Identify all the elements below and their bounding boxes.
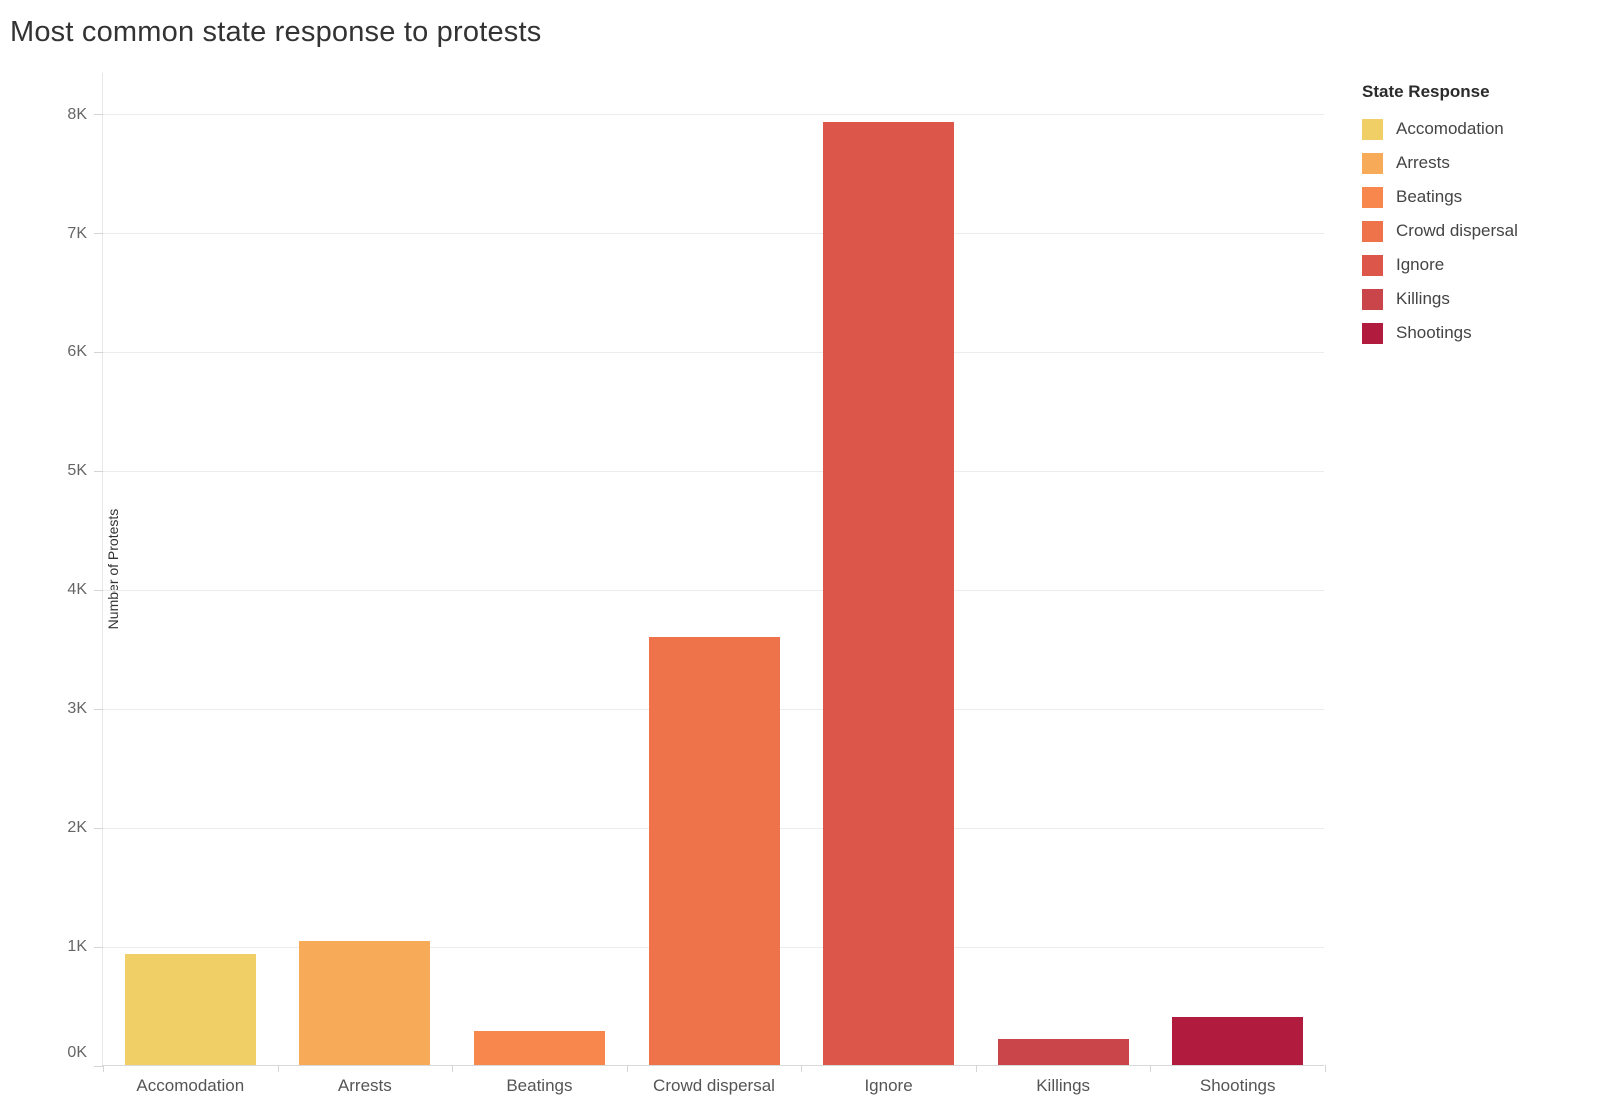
legend-item-label: Ignore [1396, 255, 1445, 274]
y-tick-mark-2K [94, 827, 103, 829]
x-category-label-killings[interactable]: Killings [1036, 1076, 1091, 1095]
y-tick-mark-8K [94, 114, 103, 116]
x-category-label-accomodation[interactable]: Accomodation [136, 1076, 245, 1095]
y-tick-mark-3K [94, 708, 103, 710]
chart-title: Most common state response to protests [10, 16, 542, 48]
gridline-5K [103, 470, 1324, 472]
legend-item-label: Beatings [1396, 187, 1463, 206]
x-tick-mark [1325, 1065, 1326, 1072]
x-tick-mark [278, 1065, 279, 1072]
x-category-label-crowd-dispersal[interactable]: Crowd dispersal [653, 1076, 775, 1095]
y-tick-mark-7K [94, 233, 103, 235]
bar-ignore[interactable] [823, 122, 954, 1065]
y-tick-label-8K: 8K [67, 105, 87, 123]
legend-item-label: Killings [1396, 289, 1450, 308]
bar-beatings[interactable] [474, 1031, 605, 1065]
y-axis-title: Number of Protests [105, 508, 121, 630]
legend-swatch-icon [1362, 118, 1383, 140]
x-tick-mark [452, 1065, 453, 1072]
legend-items: Accomodation Arrests Beatings Crowd dispers… [1362, 112, 1592, 350]
legend-swatch-icon [1362, 152, 1383, 174]
legend-item-label: Accomodation [1396, 119, 1504, 138]
y-tick-label-7K: 7K [67, 224, 87, 242]
legend-item-label: Crowd dispersal [1396, 221, 1518, 240]
y-tick-label-3K: 3K [67, 700, 87, 718]
plot-area: Number of Protests 0K 1K 2K 3K 4K 5K 6K 7K 8K Acc… [67, 73, 1326, 1095]
legend-swatch-icon [1362, 254, 1383, 276]
bar-accomodation[interactable] [125, 954, 256, 1065]
gridline-8K [103, 114, 1324, 116]
legend-item-shootings[interactable]: Shootings [1362, 316, 1592, 350]
legend-item-label: Shootings [1396, 323, 1472, 342]
legend-item-crowd-dispersal[interactable]: Crowd dispersal [1362, 214, 1592, 248]
y-tick-mark-6K [94, 351, 103, 353]
legend-swatch-icon [1362, 186, 1383, 208]
x-tick-mark [103, 1065, 104, 1072]
legend-item-label: Arrests [1396, 153, 1450, 172]
x-tick-mark [976, 1065, 977, 1072]
x-tick-mark [627, 1065, 628, 1072]
x-category-label-shootings[interactable]: Shootings [1199, 1076, 1276, 1095]
bar-killings[interactable] [998, 1039, 1129, 1065]
legend-item-beatings[interactable]: Beatings [1362, 180, 1592, 214]
x-category-label-ignore[interactable]: Ignore [864, 1076, 913, 1095]
y-tick-label-6K: 6K [67, 343, 87, 361]
y-tick-mark-1K [94, 946, 103, 948]
x-tick-mark [1150, 1065, 1151, 1072]
y-tick-label-0K: 0K [67, 1044, 87, 1061]
legend-title: State Response [1362, 82, 1490, 101]
legend-item-ignore[interactable]: Ignore [1362, 248, 1592, 282]
y-tick-label-5K: 5K [67, 462, 87, 480]
y-tick-mark-5K [94, 470, 103, 472]
x-tick-mark [801, 1065, 802, 1072]
y-tick-mark-4K [94, 589, 103, 591]
legend: State Response Accomodation Arrests Beatin… [1362, 82, 1592, 350]
y-tick-label-1K: 1K [67, 938, 87, 956]
bar-arrests[interactable] [299, 941, 430, 1065]
legend-swatch-icon [1362, 288, 1383, 310]
gridline-6K [103, 351, 1324, 353]
gridline-4K [103, 589, 1324, 591]
bar-shootings[interactable] [1172, 1017, 1303, 1065]
legend-swatch-icon [1362, 220, 1383, 242]
x-category-label-arrests[interactable]: Arrests [337, 1076, 392, 1095]
bar-crowd-dispersal[interactable] [649, 637, 780, 1065]
legend-swatch-icon [1362, 322, 1383, 344]
gridline-7K [103, 233, 1324, 235]
legend-item-accomodation[interactable]: Accomodation [1362, 112, 1592, 146]
y-tick-mark-0K [94, 1065, 103, 1067]
legend-item-killings[interactable]: Killings [1362, 282, 1592, 316]
legend-item-arrests[interactable]: Arrests [1362, 146, 1592, 180]
y-tick-label-4K: 4K [67, 581, 87, 599]
x-category-label-beatings[interactable]: Beatings [506, 1076, 573, 1095]
y-tick-label-2K: 2K [67, 819, 87, 837]
